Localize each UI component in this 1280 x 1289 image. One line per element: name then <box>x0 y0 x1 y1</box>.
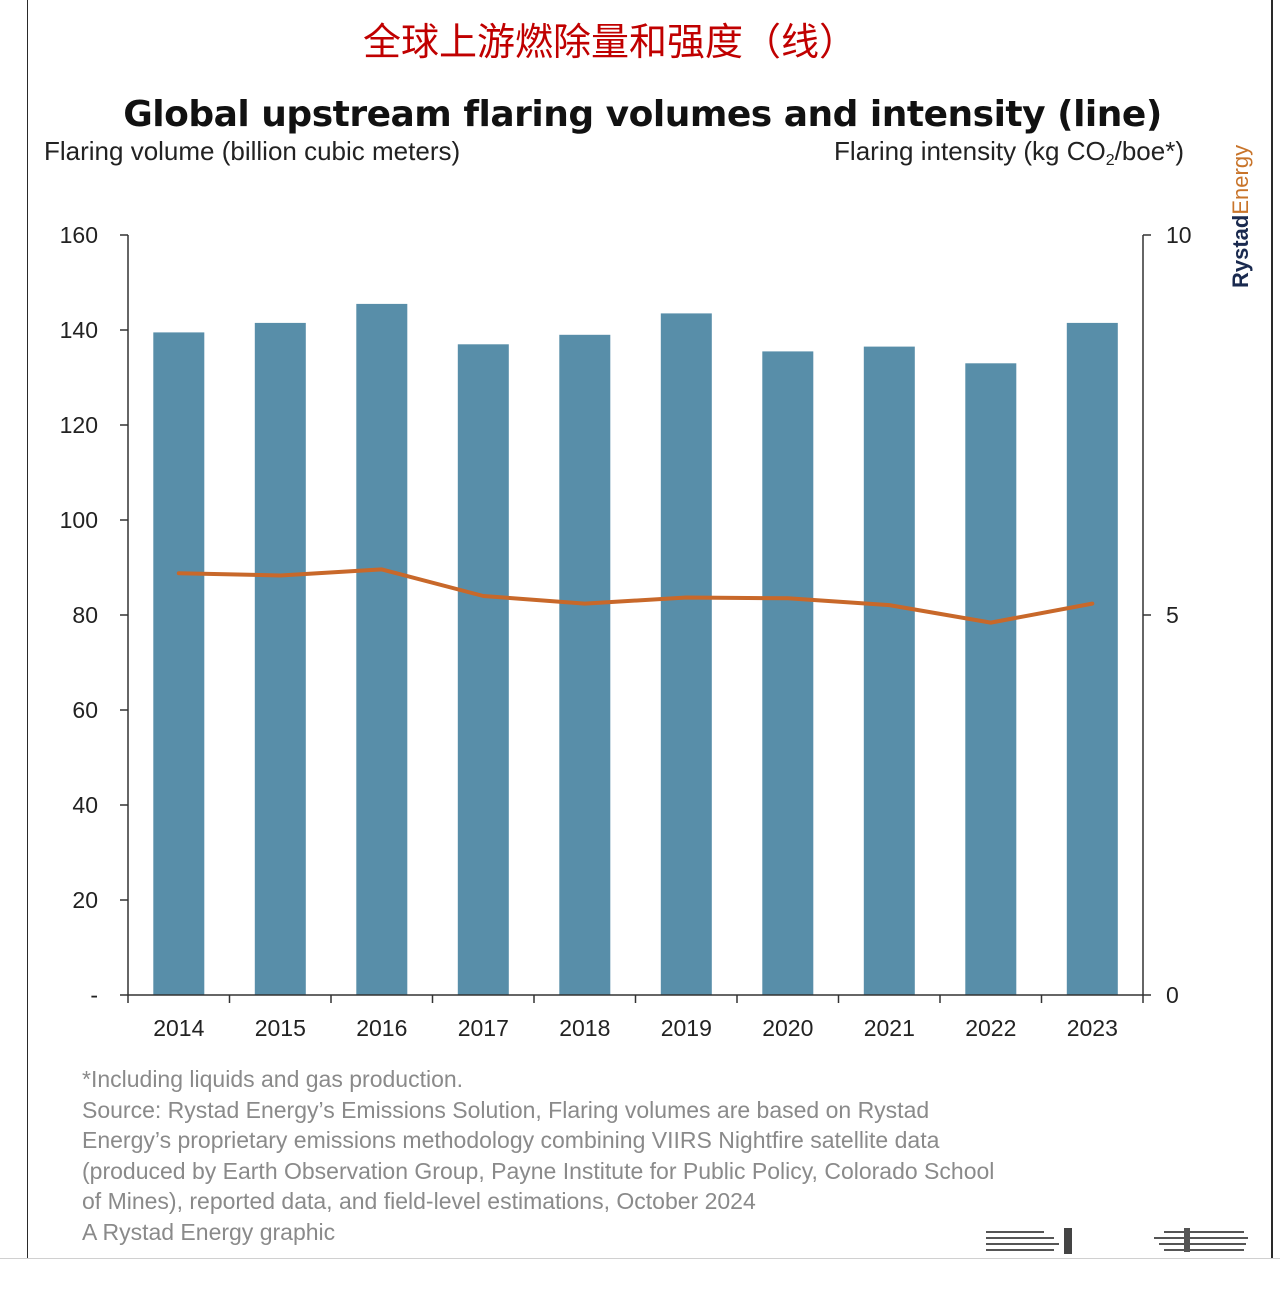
right-tick-label: 5 <box>1166 602 1179 628</box>
left-tick-label: 80 <box>72 602 98 628</box>
chinese-caption: 全球上游燃除量和强度（线） <box>362 20 857 64</box>
bar-2021 <box>863 346 915 996</box>
bar-2015 <box>254 322 306 995</box>
bar-2023 <box>1066 322 1118 995</box>
x-tick-label: 2016 <box>356 1015 407 1041</box>
bar-2014 <box>153 332 205 995</box>
footnote-line: (produced by Earth Observation Group, Pa… <box>82 1157 995 1184</box>
x-tick-label: 2014 <box>153 1015 204 1041</box>
left-tick-label: 120 <box>60 412 98 438</box>
line-group <box>176 567 1095 625</box>
x-tick-label: 2022 <box>965 1015 1016 1041</box>
right-tick-label: 10 <box>1166 222 1192 248</box>
left-tick-label: 40 <box>72 792 98 818</box>
left-axis-label: Flaring volume (billion cubic meters) <box>44 136 461 166</box>
left-tick-label: 60 <box>72 697 98 723</box>
bar-2017 <box>457 344 509 996</box>
frame-left-border <box>27 0 28 1258</box>
left-tick-label: 160 <box>60 222 98 248</box>
x-tick-label: 2019 <box>661 1015 712 1041</box>
intensity-line <box>176 567 1095 625</box>
watermark-graphic <box>986 1228 1248 1254</box>
bar-2022 <box>965 363 1017 996</box>
x-tick-label: 2020 <box>762 1015 813 1041</box>
right-axis-label: Flaring intensity (kg CO2/boe*) <box>834 134 1184 178</box>
axes-group: - 20 40 60 80 100 120 140 160 0 5 10 2014 2015 2016 201… <box>60 222 1192 1041</box>
chart-canvas: - 20 40 60 80 100 120 140 160 0 5 10 2014 2015 2016 201… <box>60 222 1192 1041</box>
right-tick-label: 0 <box>1166 982 1179 1008</box>
right-axis-label-suffix: /boe*) <box>1114 136 1184 166</box>
x-tick-label: 2023 <box>1067 1015 1118 1041</box>
footnote-line: *Including liquids and gas production. <box>82 1066 464 1092</box>
right-axis-label-sub: 2 <box>1105 152 1115 169</box>
left-tick-label: 140 <box>60 317 98 343</box>
footnote-line: Energy’s proprietary emissions methodolo… <box>82 1127 940 1153</box>
bar-2018 <box>559 334 611 996</box>
left-tick-label: 20 <box>72 887 98 913</box>
footnote-line: of Mines), reported data, and field-leve… <box>82 1188 756 1214</box>
x-tick-label: 2017 <box>458 1015 509 1041</box>
left-tick-label: - <box>90 982 98 1008</box>
bars-group <box>153 303 1118 996</box>
footnotes: *Including liquids and gas production. S… <box>82 1064 1202 1247</box>
left-tick-label: 100 <box>60 507 98 533</box>
x-tick-label: 2015 <box>255 1015 306 1041</box>
right-axis-label-prefix: Flaring intensity (kg CO <box>834 136 1106 166</box>
chart-title: Global upstream flaring volumes and inte… <box>123 94 1162 135</box>
x-tick-label: 2018 <box>559 1015 610 1041</box>
frame-right-border <box>1271 0 1273 1258</box>
bar-2019 <box>660 313 712 995</box>
frame-bottom-border <box>0 1258 1280 1259</box>
bar-2020 <box>762 351 814 995</box>
bar-2016 <box>356 303 408 995</box>
footnote-line: Source: Rystad Energy’s Emissions Soluti… <box>82 1096 930 1123</box>
x-tick-label: 2021 <box>864 1015 915 1041</box>
footnote-line: A Rystad Energy graphic <box>82 1218 336 1245</box>
